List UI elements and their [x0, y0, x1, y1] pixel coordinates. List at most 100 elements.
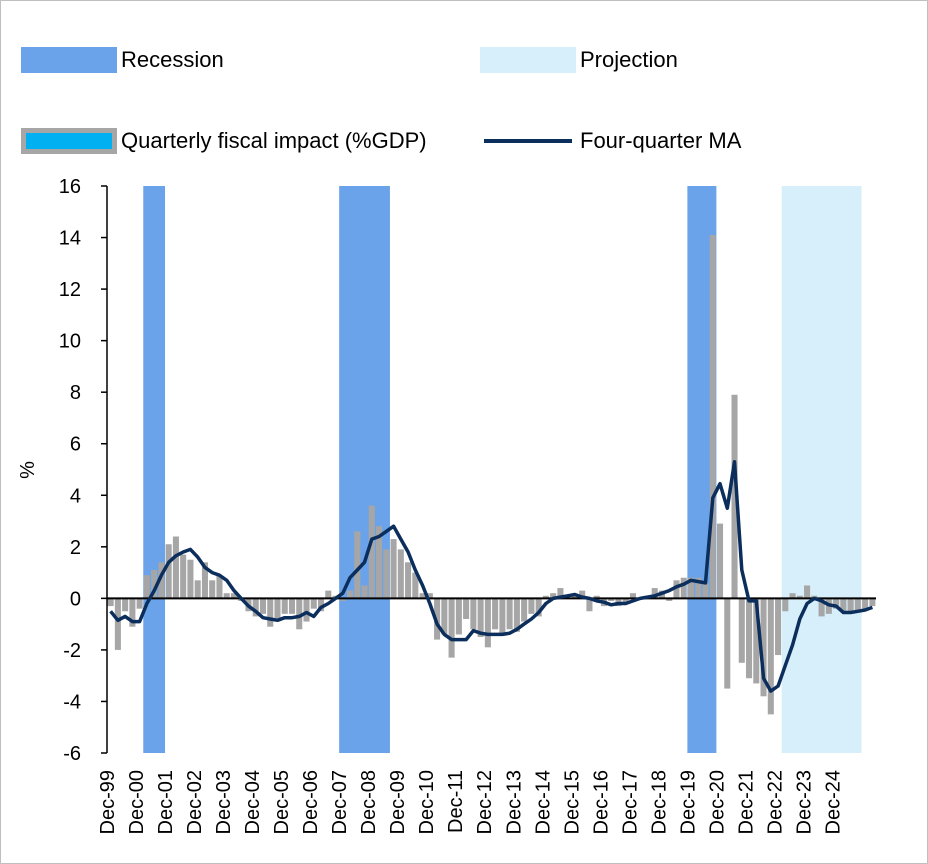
legend-ma-label: Four-quarter MA	[580, 128, 742, 153]
y-tick-labels: 16 14 12 10 8 6 4 2 0 -2 -4 -6	[59, 176, 107, 765]
fiscal-impact-bar	[862, 598, 869, 609]
x-tick-label: Dec-07	[329, 770, 351, 834]
fiscal-impact-bar	[709, 234, 716, 599]
legend-ma-swatch	[480, 128, 576, 154]
fiscal-impact-bar	[230, 593, 237, 599]
fiscal-impact-bar	[746, 598, 753, 679]
fiscal-impact-bar	[695, 577, 702, 599]
fiscal-impact-bar	[383, 549, 390, 599]
fiscal-impact-bar	[223, 593, 230, 599]
x-tick-label: Dec-09	[387, 770, 409, 834]
fiscal-impact-bar	[376, 526, 383, 599]
fiscal-impact-bar	[397, 549, 404, 599]
fiscal-impact-bar	[818, 598, 825, 617]
fiscal-impact-bar	[586, 598, 593, 612]
y-tick-label: 12	[59, 279, 81, 301]
x-tick-label: Dec-04	[242, 770, 264, 834]
fiscal-impact-bar	[680, 577, 687, 599]
x-tick-label: Dec-22	[764, 770, 786, 834]
fiscal-impact-bar	[303, 598, 310, 622]
x-tick-label: Dec-23	[794, 770, 816, 834]
x-tick-label: Dec-12	[474, 770, 496, 834]
fiscal-impact-bar	[455, 598, 462, 635]
fiscal-impact-bar	[571, 595, 578, 599]
fiscal-impact-bar	[426, 593, 433, 599]
fiscal-impact-bar	[854, 598, 861, 612]
x-tick-label: Dec-14	[532, 770, 554, 834]
fiscal-impact-bar	[492, 598, 499, 630]
ma-series-line	[109, 460, 873, 693]
y-axis-title: %	[17, 461, 39, 479]
x-tick-label: Dec-13	[503, 770, 525, 834]
fiscal-impact-bar	[310, 598, 317, 609]
fiscal-impact-bar	[775, 598, 782, 656]
y-tick-label: 4	[70, 485, 81, 507]
fiscal-impact-bar	[107, 598, 114, 607]
fiscal-impact-bar	[477, 598, 484, 638]
fiscal-impact-bar	[579, 590, 586, 599]
fiscal-impact-bar	[172, 536, 179, 599]
fiscal-impact-bar	[506, 598, 513, 630]
fiscal-impact-bar	[114, 598, 121, 650]
fiscal-impact-bar	[448, 598, 455, 658]
fiscal-impact-bar	[296, 598, 303, 630]
fiscal-impact-bar	[622, 598, 629, 604]
y-tick-label: -4	[63, 691, 81, 713]
fiscal-impact-bar	[151, 570, 158, 599]
fiscal-impact-bar	[165, 544, 172, 599]
legend-quarterly-swatch	[21, 128, 117, 154]
fiscal-impact-bar	[760, 598, 767, 697]
fiscal-impact-bar	[347, 590, 354, 599]
fiscal-impact-bar	[122, 598, 129, 612]
fiscal-impact-bar	[484, 598, 491, 648]
x-tick-label: Dec-06	[300, 770, 322, 834]
x-tick-label: Dec-18	[648, 770, 670, 834]
fiscal-impact-bar	[259, 598, 267, 614]
fiscal-impact-bar	[535, 598, 542, 617]
fiscal-impact-bar	[390, 539, 397, 599]
fiscal-impact-bar	[767, 598, 774, 715]
fiscal-impact-bar	[738, 598, 745, 663]
y-tick-label: -2	[63, 640, 81, 662]
legend-projection: Projection	[480, 45, 678, 75]
legend-recession-swatch	[21, 47, 117, 73]
x-tick-label: Dec-99	[97, 770, 119, 834]
fiscal-impact-bar	[187, 559, 194, 599]
fiscal-impact-bar	[129, 598, 136, 627]
x-tick-label: Dec-08	[358, 770, 380, 834]
y-tick-label: 8	[70, 382, 81, 404]
legend-projection-swatch	[480, 47, 576, 73]
recession-band-2	[339, 186, 390, 753]
y-tick-label: 6	[70, 434, 81, 456]
fiscal-impact-bar	[317, 598, 325, 612]
legend-projection-label: Projection	[580, 47, 678, 72]
recession-band-1	[143, 186, 166, 753]
fiscal-impact-bar	[136, 598, 143, 609]
x-tick-label: Dec-00	[126, 770, 148, 834]
fiscal-impact-bar	[673, 580, 680, 599]
fiscal-impact-bar	[325, 590, 332, 599]
fiscal-impact-bar	[557, 588, 564, 599]
fiscal-impact-bar	[528, 598, 535, 614]
x-tick-label: Dec-24	[823, 770, 845, 834]
fiscal-impact-bar	[143, 575, 150, 599]
fiscal-impact-bar	[542, 595, 549, 599]
legend-recession: Recession	[21, 45, 224, 75]
fiscal-impact-bar	[796, 595, 803, 599]
legend-ma: Four-quarter MA	[480, 126, 741, 156]
projection-band	[781, 186, 862, 753]
y-tick-label: 10	[59, 331, 81, 353]
x-tick-label: Dec-02	[184, 770, 206, 834]
fiscal-impact-bar	[782, 598, 789, 612]
fiscal-impact-bar	[158, 562, 165, 599]
fiscal-impact-bar	[209, 580, 216, 599]
fiscal-impact-bar	[731, 394, 738, 599]
fiscal-impact-bar	[651, 588, 658, 599]
fiscal-impact-bar	[513, 598, 520, 632]
fiscal-impact-bar	[608, 598, 615, 601]
fiscal-impact-bar	[789, 593, 796, 599]
fiscal-impact-bar	[201, 562, 208, 599]
legend-ma-line	[484, 139, 572, 143]
y-tick-label: 0	[70, 588, 81, 610]
